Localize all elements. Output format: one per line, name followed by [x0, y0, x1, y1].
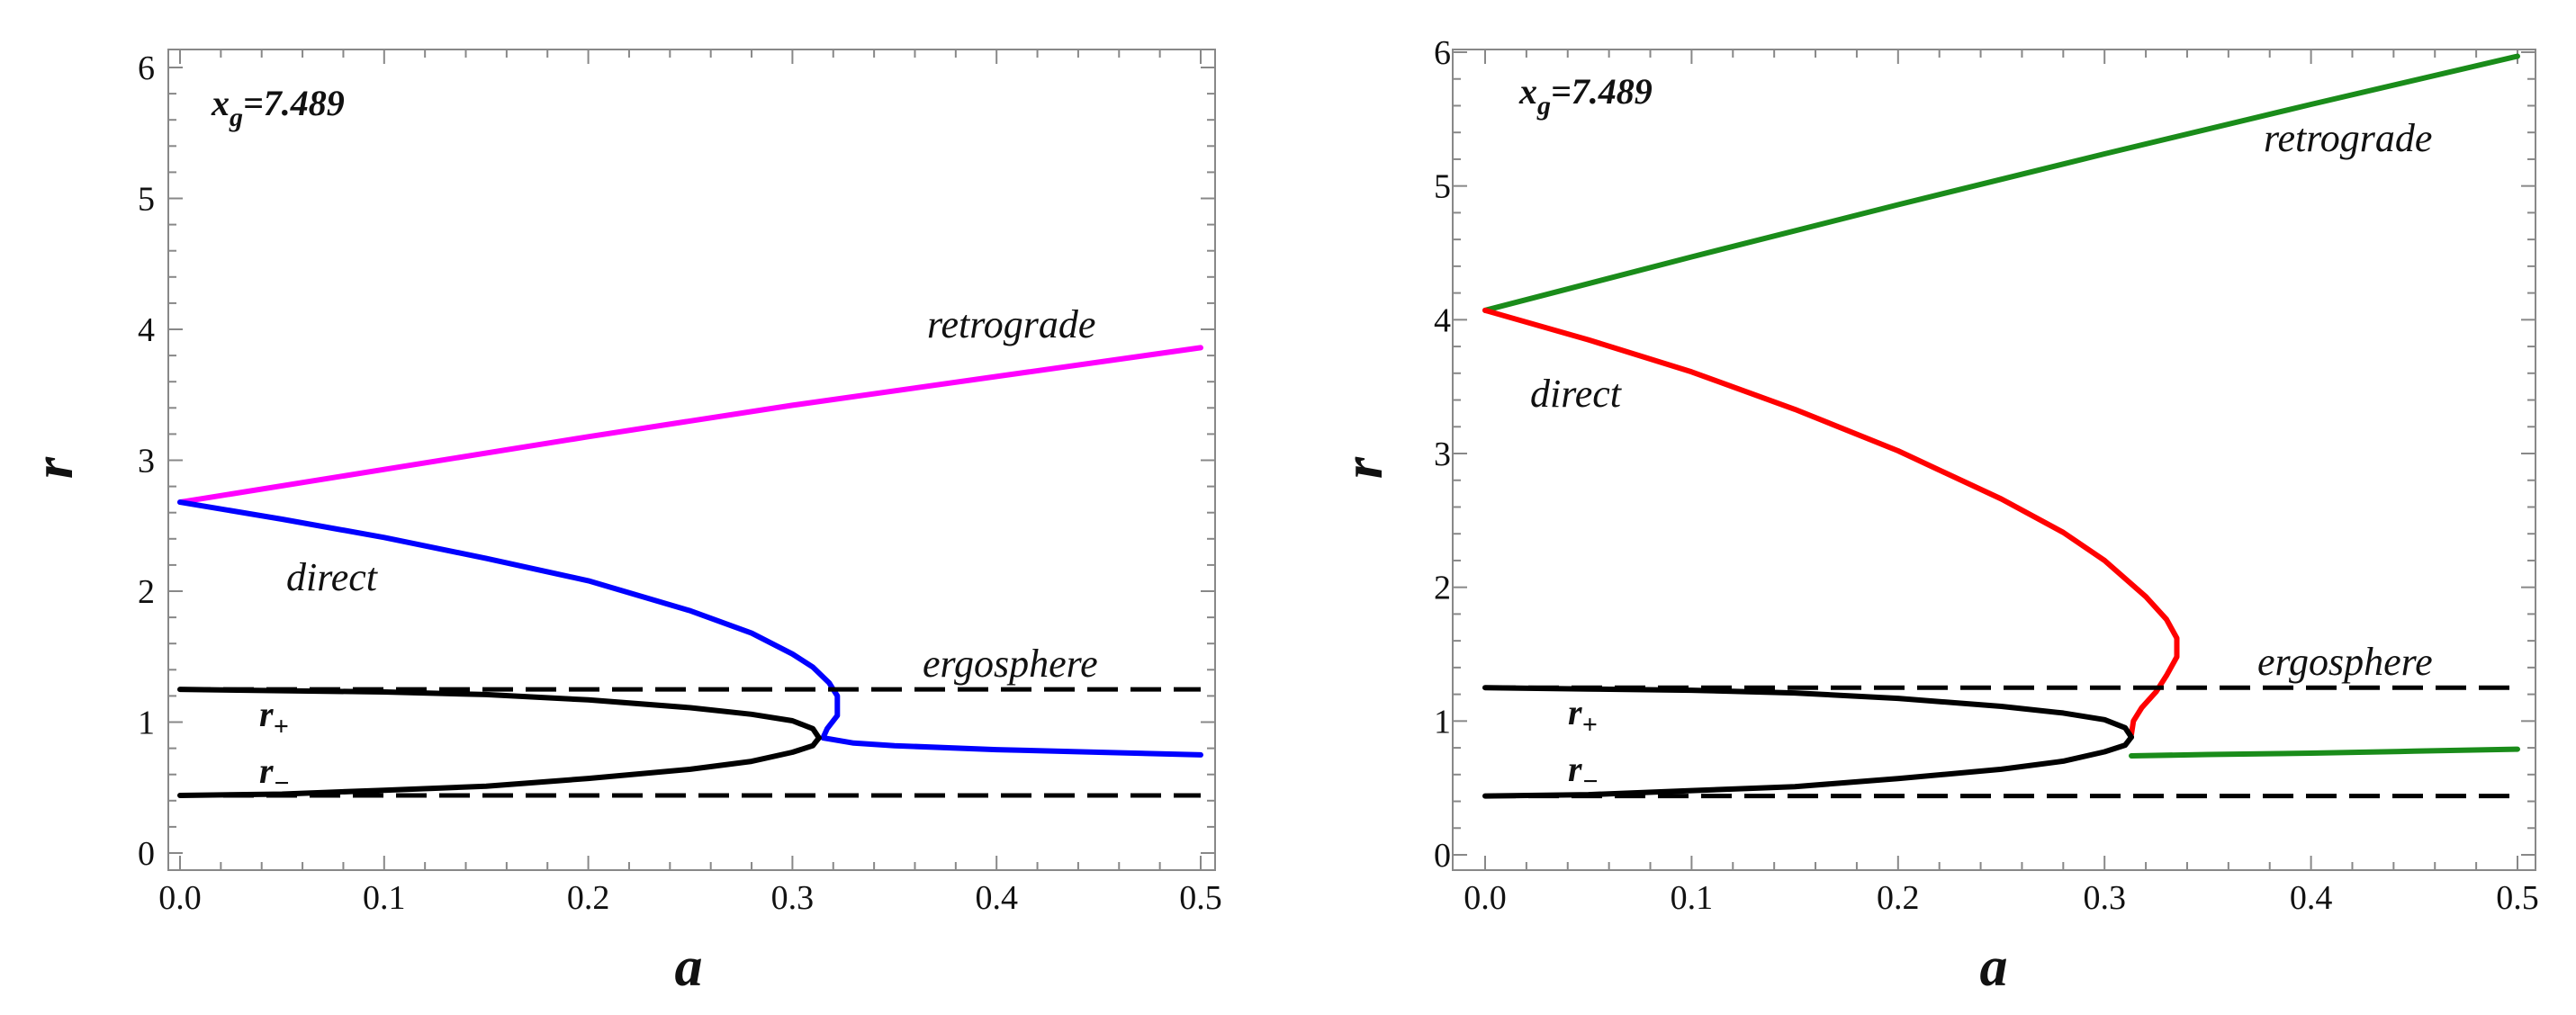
series-layer-left — [177, 345, 1203, 798]
x-tick-labels-right: 0.0 0.1 0.2 0.3 0.4 0.5 — [1464, 879, 2539, 917]
x-tick-label: 0.3 — [2083, 879, 2126, 917]
ergosphere-label: ergosphere — [2257, 640, 2433, 684]
y-tick-label: 1 — [1434, 703, 1451, 741]
y-tick-labels-right: 0 1 2 3 4 5 6 — [1434, 34, 1451, 875]
y-axis-label: r — [23, 456, 85, 479]
r-plus-sub: + — [274, 712, 289, 741]
y-tick-label: 2 — [1434, 570, 1451, 607]
y-tick-label: 3 — [138, 443, 155, 481]
series-line-direct — [1482, 307, 2180, 738]
y-tick-label: 4 — [138, 311, 155, 349]
param-label-main: x — [1518, 71, 1537, 112]
y-axis-label: r — [1333, 456, 1394, 479]
param-label-rest: =7.489 — [243, 83, 345, 123]
r-plus-main: r — [259, 694, 274, 734]
y-tick-label: 6 — [138, 49, 155, 87]
param-label-sub: g — [1536, 91, 1551, 121]
chart-left: 0.0 0.1 0.2 0.3 0.4 0.5 0 1 2 3 4 5 6 a … — [23, 49, 1222, 998]
x-tick-label: 0.2 — [1877, 879, 1920, 917]
series-line-r- — [177, 735, 822, 798]
r-minus-sub: − — [1582, 767, 1599, 796]
x-tick-label: 0.3 — [771, 879, 815, 917]
r-minus-sub: − — [274, 768, 290, 798]
direct-label: direct — [286, 555, 379, 599]
tick-marks-right — [1453, 49, 2535, 870]
y-tick-label: 5 — [1434, 168, 1451, 206]
y-tick-label: 2 — [138, 573, 155, 611]
x-axis-label: a — [1980, 937, 2008, 998]
y-tick-label: 4 — [1434, 301, 1451, 339]
r-plus-label: r+ — [259, 694, 289, 741]
r-plus-main: r — [1568, 692, 1582, 732]
series-layer-right — [1482, 53, 2520, 799]
y-tick-label: 6 — [1434, 34, 1451, 72]
r-minus-main: r — [259, 750, 274, 791]
plot-frame-right — [1452, 49, 2536, 871]
x-tick-label: 0.0 — [158, 879, 202, 917]
retrograde-label: retrograde — [927, 302, 1095, 346]
plot-frame-left — [167, 49, 1216, 871]
tick-marks-left — [168, 49, 1215, 870]
r-minus-main: r — [1568, 749, 1582, 789]
x-tick-labels-left: 0.0 0.1 0.2 0.3 0.4 0.5 — [158, 879, 1222, 917]
x-axis-label: a — [675, 937, 703, 998]
x-tick-label: 0.4 — [2290, 879, 2333, 917]
r-minus-label: r− — [259, 750, 290, 798]
y-tick-label: 1 — [138, 705, 155, 742]
direct-label: direct — [1530, 372, 1623, 416]
r-minus-label: r− — [1568, 749, 1599, 796]
x-tick-label: 0.5 — [2496, 879, 2539, 917]
y-tick-label: 0 — [1434, 837, 1451, 875]
x-tick-label: 0.1 — [363, 879, 406, 917]
series-line-direct — [177, 499, 1203, 758]
series-line-direct-inner — [2129, 746, 2520, 759]
y-tick-label: 5 — [138, 181, 155, 219]
x-tick-label: 0.1 — [1671, 879, 1714, 917]
y-tick-label: 3 — [1434, 436, 1451, 473]
series-line-retrograde — [177, 345, 1203, 506]
series-line-r- — [1482, 734, 2134, 799]
chart-right: 0.0 0.1 0.2 0.3 0.4 0.5 0 1 2 3 4 5 6 a … — [1333, 34, 2539, 998]
x-tick-label: 0.2 — [567, 879, 610, 917]
param-label-rest: =7.489 — [1551, 71, 1653, 112]
y-tick-label: 0 — [138, 835, 155, 873]
param-label-main: x — [211, 83, 230, 123]
x-tick-label: 0.0 — [1464, 879, 1507, 917]
series-line-retrograde — [1482, 53, 2520, 313]
ergosphere-label: ergosphere — [923, 642, 1098, 686]
r-plus-sub: + — [1582, 710, 1598, 740]
param-label-sub: g — [229, 103, 243, 132]
y-tick-labels-left: 0 1 2 3 4 5 6 — [138, 49, 155, 873]
x-tick-label: 0.5 — [1179, 879, 1222, 917]
param-label: xg=7.489 — [1518, 71, 1653, 121]
r-plus-label: r+ — [1568, 692, 1598, 740]
retrograde-label: retrograde — [2264, 116, 2432, 160]
param-label: xg=7.489 — [211, 83, 345, 132]
x-tick-label: 0.4 — [975, 879, 1018, 917]
